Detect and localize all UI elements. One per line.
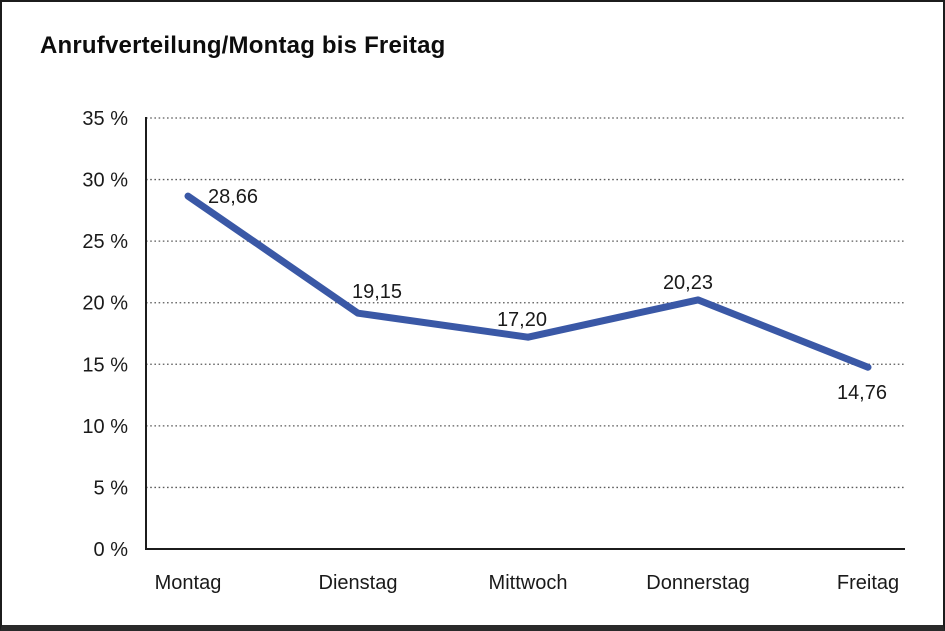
y-tick-label: 5 % (94, 477, 129, 499)
data-line (184, 192, 872, 371)
y-tick-label: 10 % (82, 416, 128, 438)
x-category-label: Freitag (837, 572, 899, 594)
data-point-label: 17,20 (497, 309, 547, 331)
y-tick-label: 0 % (94, 539, 129, 561)
data-point-label: 28,66 (208, 186, 258, 208)
data-point-label: 19,15 (352, 281, 402, 303)
y-tick-label: 30 % (82, 170, 128, 192)
x-category-label: Mittwoch (489, 572, 568, 594)
x-category-label: Donnerstag (646, 572, 749, 594)
chart-title: Anrufverteilung/Montag bis Freitag (40, 32, 446, 59)
y-tick-label: 25 % (82, 231, 128, 253)
x-category-label: Montag (155, 572, 222, 594)
data-point-label: 20,23 (663, 272, 713, 294)
data-point-label: 14,76 (837, 382, 887, 404)
y-tick-label: 20 % (82, 293, 128, 315)
y-tick-label: 35 % (82, 108, 128, 130)
y-tick-label: 15 % (82, 354, 128, 376)
x-category-label: Dienstag (319, 572, 398, 594)
